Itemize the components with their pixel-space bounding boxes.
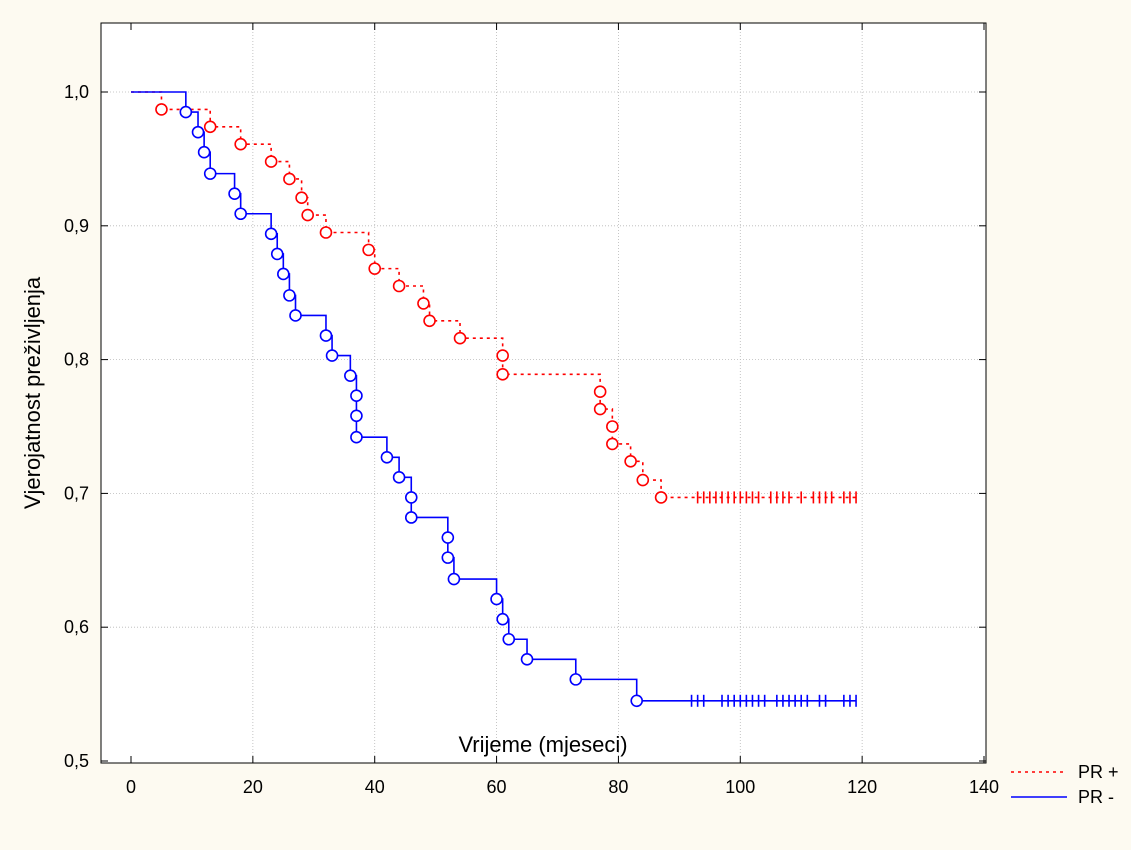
event-marker-pr-minus <box>325 349 339 362</box>
event-marker-pr-plus <box>203 120 217 134</box>
y-tick-label: 0,8 <box>64 350 89 370</box>
x-tick-label: 120 <box>847 777 877 797</box>
series-layer <box>131 91 857 708</box>
x-axis-title: Vrijeme (mjeseci) <box>458 732 627 757</box>
y-tick-label: 0,9 <box>64 216 89 236</box>
event-marker-pr-minus <box>191 125 205 139</box>
event-marker-pr-plus <box>593 385 607 399</box>
event-marker-pr-minus <box>380 450 394 464</box>
event-marker-pr-plus <box>593 402 607 416</box>
event-marker-pr-minus <box>270 247 284 261</box>
event-marker-pr-plus <box>155 103 168 116</box>
grid <box>101 23 986 763</box>
series-pr-plus <box>131 91 857 504</box>
event-marker-pr-plus <box>301 208 314 222</box>
event-marker-pr-minus <box>447 572 461 586</box>
y-tick-label: 0,5 <box>64 751 89 771</box>
event-marker-pr-plus <box>417 297 430 310</box>
event-marker-pr-plus <box>496 368 509 381</box>
event-marker-pr-plus <box>264 155 278 168</box>
event-marker-pr-minus <box>277 267 290 281</box>
event-marker-pr-minus <box>404 511 418 524</box>
event-marker-pr-minus <box>630 694 644 708</box>
event-marker-pr-plus <box>319 226 333 239</box>
event-marker-pr-minus <box>569 673 583 686</box>
x-tick-label: 20 <box>243 777 263 797</box>
event-marker-pr-minus <box>283 289 296 302</box>
y-tick-label: 0,6 <box>64 617 89 637</box>
x-tick-label: 0 <box>126 777 136 797</box>
plot-area <box>101 23 986 763</box>
event-marker-pr-minus <box>179 105 193 119</box>
legend: PR + PR - <box>1011 762 1119 807</box>
event-marker-pr-plus <box>368 262 382 275</box>
event-marker-pr-minus <box>203 167 217 180</box>
event-marker-pr-plus <box>654 491 668 504</box>
event-marker-pr-minus <box>490 592 503 606</box>
event-marker-pr-minus <box>234 207 247 221</box>
event-marker-pr-minus <box>350 430 363 444</box>
event-marker-pr-plus <box>423 314 436 328</box>
event-marker-pr-plus <box>636 473 650 487</box>
x-tick-label: 140 <box>969 777 999 797</box>
event-marker-pr-plus <box>234 137 247 151</box>
axis-ticks: 0 20 40 60 80 100 120 140 0,5 0,6 0,7 0,8 0,9 1,0 <box>64 23 999 797</box>
x-tick-label: 80 <box>608 777 628 797</box>
event-marker-pr-minus <box>228 187 241 200</box>
event-marker-pr-plus <box>362 243 375 257</box>
event-marker-pr-minus <box>502 632 516 646</box>
x-tick-label: 40 <box>365 777 385 797</box>
event-marker-pr-plus <box>283 172 296 186</box>
plot-frame <box>100 22 987 764</box>
y-axis-title: Vjerojatnost preživljenja <box>20 276 45 509</box>
event-marker-pr-minus <box>441 531 455 544</box>
legend-label-pr-minus: PR - <box>1078 787 1114 807</box>
event-marker-pr-minus <box>441 551 455 564</box>
legend-label-pr-plus: PR + <box>1078 762 1119 782</box>
event-marker-pr-plus <box>453 331 467 345</box>
y-tick-label: 0,7 <box>64 483 89 503</box>
event-marker-pr-minus <box>264 227 278 241</box>
event-marker-pr-plus <box>606 420 619 433</box>
series-pr-minus <box>131 91 857 708</box>
event-marker-pr-minus <box>197 145 211 159</box>
event-marker-pr-minus <box>319 329 333 342</box>
event-marker-pr-minus <box>350 409 363 423</box>
y-tick-label: 1,0 <box>64 82 89 102</box>
event-marker-pr-minus <box>404 491 418 504</box>
event-marker-pr-plus <box>392 279 406 293</box>
event-marker-pr-plus <box>295 191 308 205</box>
event-marker-pr-plus <box>496 349 509 362</box>
event-marker-pr-minus <box>496 612 509 626</box>
event-marker-pr-minus <box>392 471 406 484</box>
x-tick-label: 60 <box>487 777 507 797</box>
event-marker-pr-plus <box>624 454 637 468</box>
event-marker-pr-minus <box>350 389 363 403</box>
event-marker-pr-minus <box>289 309 302 322</box>
x-tick-label: 100 <box>725 777 755 797</box>
event-marker-pr-minus <box>344 369 357 382</box>
event-marker-pr-plus <box>606 437 619 451</box>
event-marker-pr-minus <box>520 653 534 666</box>
